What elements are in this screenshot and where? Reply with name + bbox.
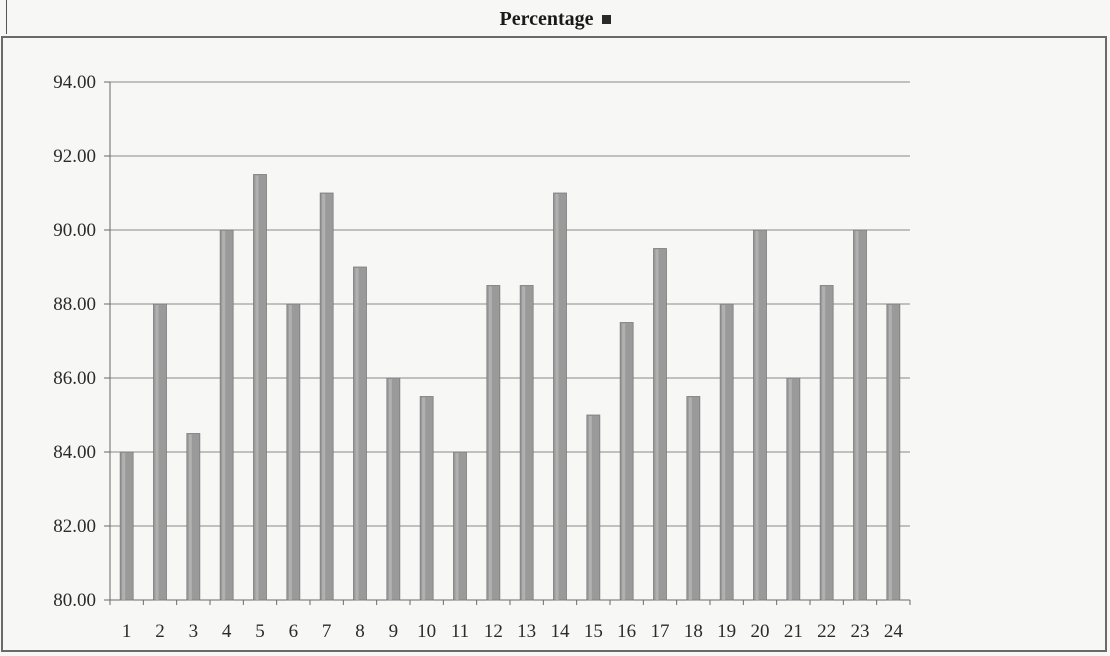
bar-highlight (355, 268, 359, 600)
bar (586, 414, 601, 601)
bar (619, 322, 634, 601)
x-tick-label: 17 (651, 621, 670, 642)
y-tick-label: 92.00 (53, 146, 96, 167)
x-tick-label: 21 (784, 621, 803, 642)
x-tick-label: 22 (817, 621, 836, 642)
y-tick-label: 82.00 (53, 516, 96, 537)
bar (286, 303, 301, 601)
bar-highlight (722, 305, 726, 600)
title-marker-icon (601, 15, 611, 24)
bar-highlight (855, 231, 859, 600)
chart-title: Percentage (499, 8, 594, 30)
y-tick-label: 94.00 (53, 72, 96, 93)
x-tick-label: 5 (255, 621, 265, 642)
x-tick-label: 19 (717, 621, 736, 642)
bar (853, 229, 867, 601)
x-tick-label: 11 (451, 621, 469, 642)
bar (253, 174, 267, 601)
bar (353, 266, 367, 601)
x-tick-label: 20 (751, 621, 770, 642)
bar-highlight (122, 453, 126, 600)
bar-highlight (888, 305, 892, 600)
bar (786, 377, 801, 601)
bar (886, 303, 901, 601)
x-tick-label: 2 (155, 621, 165, 642)
x-tick-label: 6 (289, 621, 299, 642)
bar (186, 433, 201, 601)
bar-highlight (422, 397, 426, 600)
bar (219, 229, 234, 601)
bar-highlight (555, 194, 559, 600)
x-tick-label: 18 (684, 621, 703, 642)
bar-highlight (688, 397, 692, 600)
x-tick-label: 15 (584, 621, 603, 642)
x-tick-label: 4 (222, 621, 232, 642)
bar-highlight (522, 286, 526, 600)
bar-highlight (588, 416, 592, 600)
bar (419, 396, 434, 601)
bar-highlight (255, 175, 259, 600)
left-rule (6, 0, 7, 34)
bar-highlight (822, 286, 826, 600)
x-tick-label: 12 (484, 621, 503, 642)
x-tick-label: 16 (617, 621, 636, 642)
bar (153, 303, 167, 601)
x-tick-label: 24 (884, 621, 904, 642)
bar (486, 285, 501, 601)
bar-highlight (488, 286, 492, 600)
x-tick-label: 3 (189, 621, 199, 642)
x-tick-label: 23 (851, 621, 870, 642)
bar (386, 377, 401, 601)
bar (686, 396, 701, 601)
x-tick-label: 9 (389, 621, 399, 642)
bar (119, 451, 134, 601)
y-tick-label: 84.00 (53, 442, 96, 463)
chart-frame (1, 36, 1107, 652)
bar-highlight (455, 453, 459, 600)
page-title: Percentage (0, 8, 1110, 31)
bar-highlight (155, 305, 159, 600)
bar-highlight (655, 249, 659, 600)
bar-highlight (288, 305, 292, 600)
y-tick-label: 90.00 (53, 220, 96, 241)
bar-highlight (388, 379, 392, 600)
bar (819, 285, 834, 601)
bar-highlight (755, 231, 759, 600)
bar-highlight (222, 231, 226, 600)
bar-highlight (622, 323, 626, 600)
bar (519, 285, 534, 601)
x-tick-label: 13 (517, 621, 536, 642)
bar-highlight (322, 194, 326, 600)
x-tick-label: 10 (417, 621, 436, 642)
bar-highlight (788, 379, 792, 600)
x-tick-label: 14 (551, 621, 571, 642)
bar (453, 451, 467, 601)
y-tick-label: 86.00 (53, 368, 96, 389)
bar (319, 192, 334, 601)
x-tick-label: 7 (322, 621, 332, 642)
bar (553, 192, 567, 601)
y-tick-label: 80.00 (53, 590, 96, 611)
x-tick-label: 1 (122, 621, 132, 642)
bar (653, 248, 667, 601)
y-tick-label: 88.00 (53, 294, 96, 315)
x-tick-label: 8 (355, 621, 365, 642)
bar (753, 229, 767, 601)
bar (719, 303, 734, 601)
bar-highlight (188, 434, 192, 600)
